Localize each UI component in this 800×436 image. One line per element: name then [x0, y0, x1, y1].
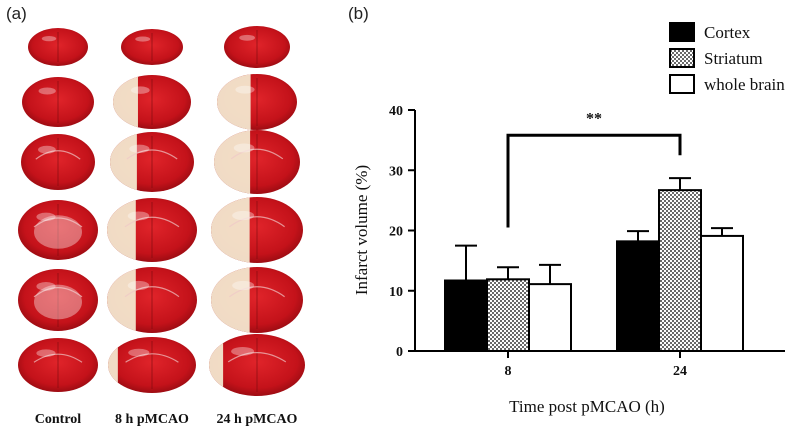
legend-swatch — [669, 48, 695, 68]
bar-striatum — [658, 189, 702, 352]
legend-label: whole brain — [704, 75, 785, 94]
panel-b-label: (b) — [348, 4, 369, 23]
brain-slice — [22, 77, 94, 127]
y-axis-title: Infarct volume (%) — [352, 165, 371, 295]
brain-slice — [18, 269, 98, 331]
column-label-24h: 24 h pMCAO — [216, 412, 298, 427]
brain-slice — [217, 74, 297, 130]
brain-slice — [113, 75, 191, 129]
x-tick-label: 24 — [673, 364, 687, 379]
legend-swatch — [669, 74, 695, 94]
y-tick-label: 40 — [389, 104, 403, 119]
bar-whole-brain — [528, 283, 572, 352]
y-tick-label: 30 — [389, 164, 403, 179]
brain-slice — [107, 198, 197, 262]
brain-slice — [211, 197, 303, 263]
y-tick-label: 20 — [389, 225, 403, 240]
brain-slice — [121, 29, 183, 65]
brain-slice — [21, 134, 95, 190]
brain-slice — [211, 267, 303, 333]
brain-slice — [108, 337, 196, 393]
significance-bracket — [506, 133, 682, 228]
y-tick-label: 0 — [396, 345, 403, 360]
brain-slice — [209, 334, 305, 396]
infarct-volume-chart: Cortex Striatum whole brain 0 10 20 30 40 8 24 *… — [352, 22, 785, 416]
legend-label: Striatum — [704, 49, 763, 68]
panel-a-label: (a) — [6, 4, 27, 23]
significance-marker: ** — [586, 110, 602, 127]
brain-slice — [110, 132, 194, 192]
column-label-8h: 8 h pMCAO — [115, 412, 189, 427]
legend: Cortex Striatum whole brain — [669, 22, 785, 94]
x-tick-label: 8 — [505, 364, 512, 379]
brain-slice — [18, 200, 98, 260]
x-axis-title: Time post pMCAO (h) — [509, 397, 665, 416]
bar-cortex — [616, 240, 660, 352]
ttc-slice-figure — [18, 26, 305, 396]
legend-swatch — [669, 22, 695, 42]
bar-cortex — [444, 279, 488, 353]
brain-slice — [224, 26, 290, 68]
legend-label: Cortex — [704, 23, 751, 42]
column-label-control: Control — [34, 412, 82, 427]
brain-slice — [107, 267, 197, 333]
bars: ** — [444, 110, 744, 353]
y-tick-label: 10 — [389, 285, 403, 300]
bar-whole-brain — [700, 234, 744, 352]
brain-slice — [28, 28, 88, 66]
bar-striatum — [486, 278, 530, 352]
brain-slice — [214, 130, 300, 194]
brain-slice — [18, 338, 98, 392]
